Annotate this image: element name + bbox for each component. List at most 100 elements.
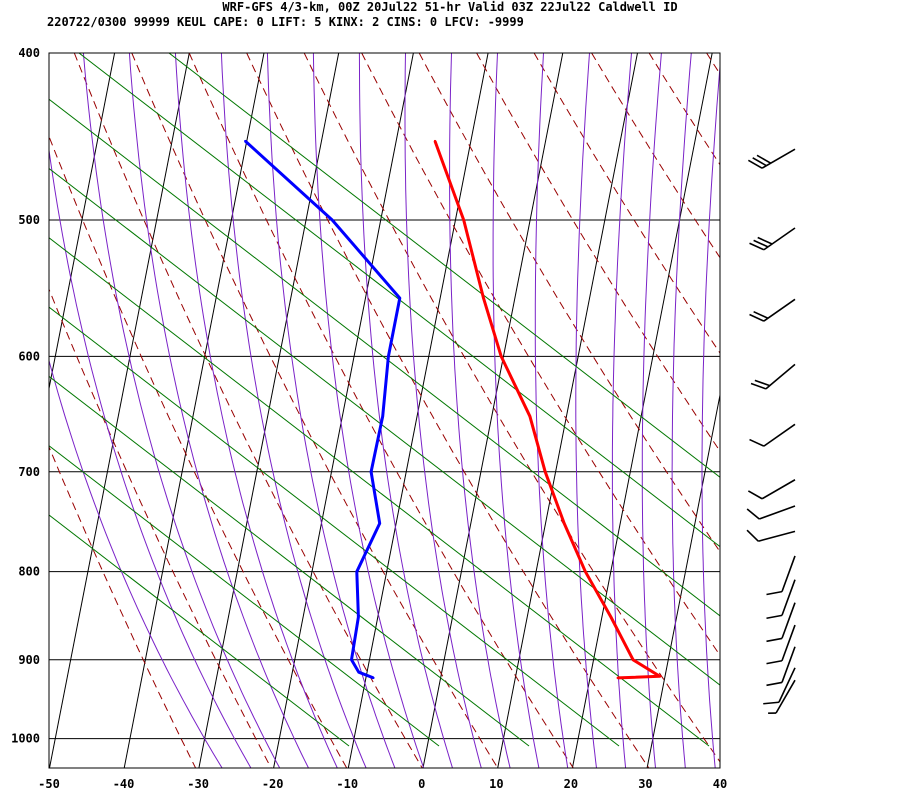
series-2-point (369, 470, 373, 473)
wind-barb-feather (746, 508, 760, 520)
axis-ticks: 400 500 600 700 800 900 1000 -50 -40 -30 -20 -10 0 10… (11, 46, 727, 791)
wind-barb-shaft (763, 423, 796, 447)
dry-adiabat-line (49, 288, 272, 768)
mixing-ratio-line (49, 514, 350, 747)
moist-adiabat-line (492, 53, 540, 768)
header-line1: WRF-GFS 4/3-km, 00Z 20Jul22 51-hr Valid … (222, 0, 677, 14)
x-tick-label: -10 (336, 777, 358, 791)
wind-barb-shaft (781, 646, 796, 683)
mixing-ratio-line (49, 306, 620, 747)
x-tick-label: 10 (489, 777, 503, 791)
wind-barb-feather (766, 659, 783, 665)
wind-barb-feather (766, 590, 783, 596)
wind-barb (746, 505, 796, 520)
dry-adiabat-line (591, 53, 720, 259)
isotherm-line (49, 53, 116, 392)
mixing-ratio-line (78, 53, 720, 548)
isotherm-line (273, 53, 414, 768)
moist-adiabat-line (534, 53, 569, 768)
series-1-point (631, 658, 635, 661)
wind-barb-shaft (781, 602, 796, 639)
background-grid (49, 53, 900, 768)
wind-barb-shaft (761, 479, 796, 500)
wind-barb (749, 227, 796, 251)
mixing-ratio-line (49, 445, 440, 747)
x-tick-label: -50 (38, 777, 60, 791)
moist-adiabat-line (449, 53, 511, 768)
dry-adiabat-line (764, 53, 900, 768)
wind-barb (766, 646, 796, 687)
wind-barb-feather (754, 379, 770, 387)
series-1-point (658, 675, 661, 678)
wind-barb-feather (753, 310, 769, 319)
moist-adiabat-line (404, 53, 482, 768)
wind-barb (766, 602, 796, 643)
mixing-ratio-line (168, 53, 720, 478)
wind-barb-feather (763, 701, 780, 705)
sounding-profiles (244, 139, 662, 680)
wind-barb-feather (753, 239, 769, 248)
dry-adiabat-line (246, 53, 650, 768)
wind-barb-feather (749, 242, 765, 251)
x-tick-label: -30 (187, 777, 209, 791)
series-1-point (563, 522, 566, 525)
y-tick-label: 900 (18, 653, 40, 667)
wind-barb (747, 479, 796, 500)
wind-barb (766, 555, 796, 596)
series-1-point (544, 470, 547, 473)
wind-barb-shaft (761, 148, 796, 169)
wind-barb-feather (766, 681, 783, 687)
series-1-point (482, 296, 485, 300)
mixing-ratio-line (49, 375, 530, 747)
mixing-ratio-line (49, 98, 720, 617)
moist-adiabat-line (266, 53, 396, 768)
x-tick-label: -40 (113, 777, 135, 791)
wind-barb-shaft (781, 624, 796, 662)
series-1-point (609, 615, 613, 619)
dry-adiabat-line (706, 53, 720, 75)
wind-barb-shaft (759, 505, 796, 520)
wind-barb (768, 679, 796, 714)
plot-frame (48, 52, 721, 769)
x-tick-label: -20 (262, 777, 284, 791)
wind-barb (749, 423, 796, 447)
moist-adiabat-line (575, 53, 597, 768)
dry-adiabat-line (418, 53, 720, 553)
series-2-point (357, 615, 360, 619)
isotherm-line (123, 53, 265, 768)
isotherm-line (198, 53, 340, 768)
series-1-point (528, 415, 532, 418)
dry-adiabat-line (822, 53, 900, 768)
series-1-point (584, 570, 587, 573)
moist-adiabat-line (701, 60, 720, 768)
wind-barb (766, 579, 796, 620)
series-2-point (387, 355, 390, 358)
y-tick-label: 400 (18, 46, 40, 60)
wind-barb-shaft (781, 579, 796, 616)
series-2-point (398, 296, 401, 300)
wind-barbs (746, 148, 796, 714)
wind-barb-shaft (778, 667, 796, 703)
moist-adiabat-line (128, 53, 309, 768)
wind-barb-feather (750, 382, 767, 390)
dry-adiabat-line (188, 53, 574, 768)
wind-barb-shaft (775, 679, 796, 714)
series-1-point (616, 676, 619, 680)
wind-barb-shaft (781, 555, 796, 592)
isotherm-line (646, 392, 720, 768)
wind-barb-feather (749, 438, 765, 447)
x-tick-label: 0 (418, 777, 425, 791)
moist-adiabat-line (82, 53, 281, 768)
isotherm-line (722, 53, 862, 768)
series-1-point (462, 218, 465, 222)
moist-adiabat-line (312, 53, 425, 768)
sounding-series-1 (433, 140, 662, 680)
series-2-point (381, 415, 384, 418)
sounding-series-2 (244, 139, 402, 680)
series-2-point (244, 139, 247, 143)
wind-barb-feather (747, 490, 763, 500)
wind-barb-shaft (765, 363, 796, 390)
wind-barb (763, 667, 796, 705)
moist-adiabat-line (358, 53, 453, 768)
